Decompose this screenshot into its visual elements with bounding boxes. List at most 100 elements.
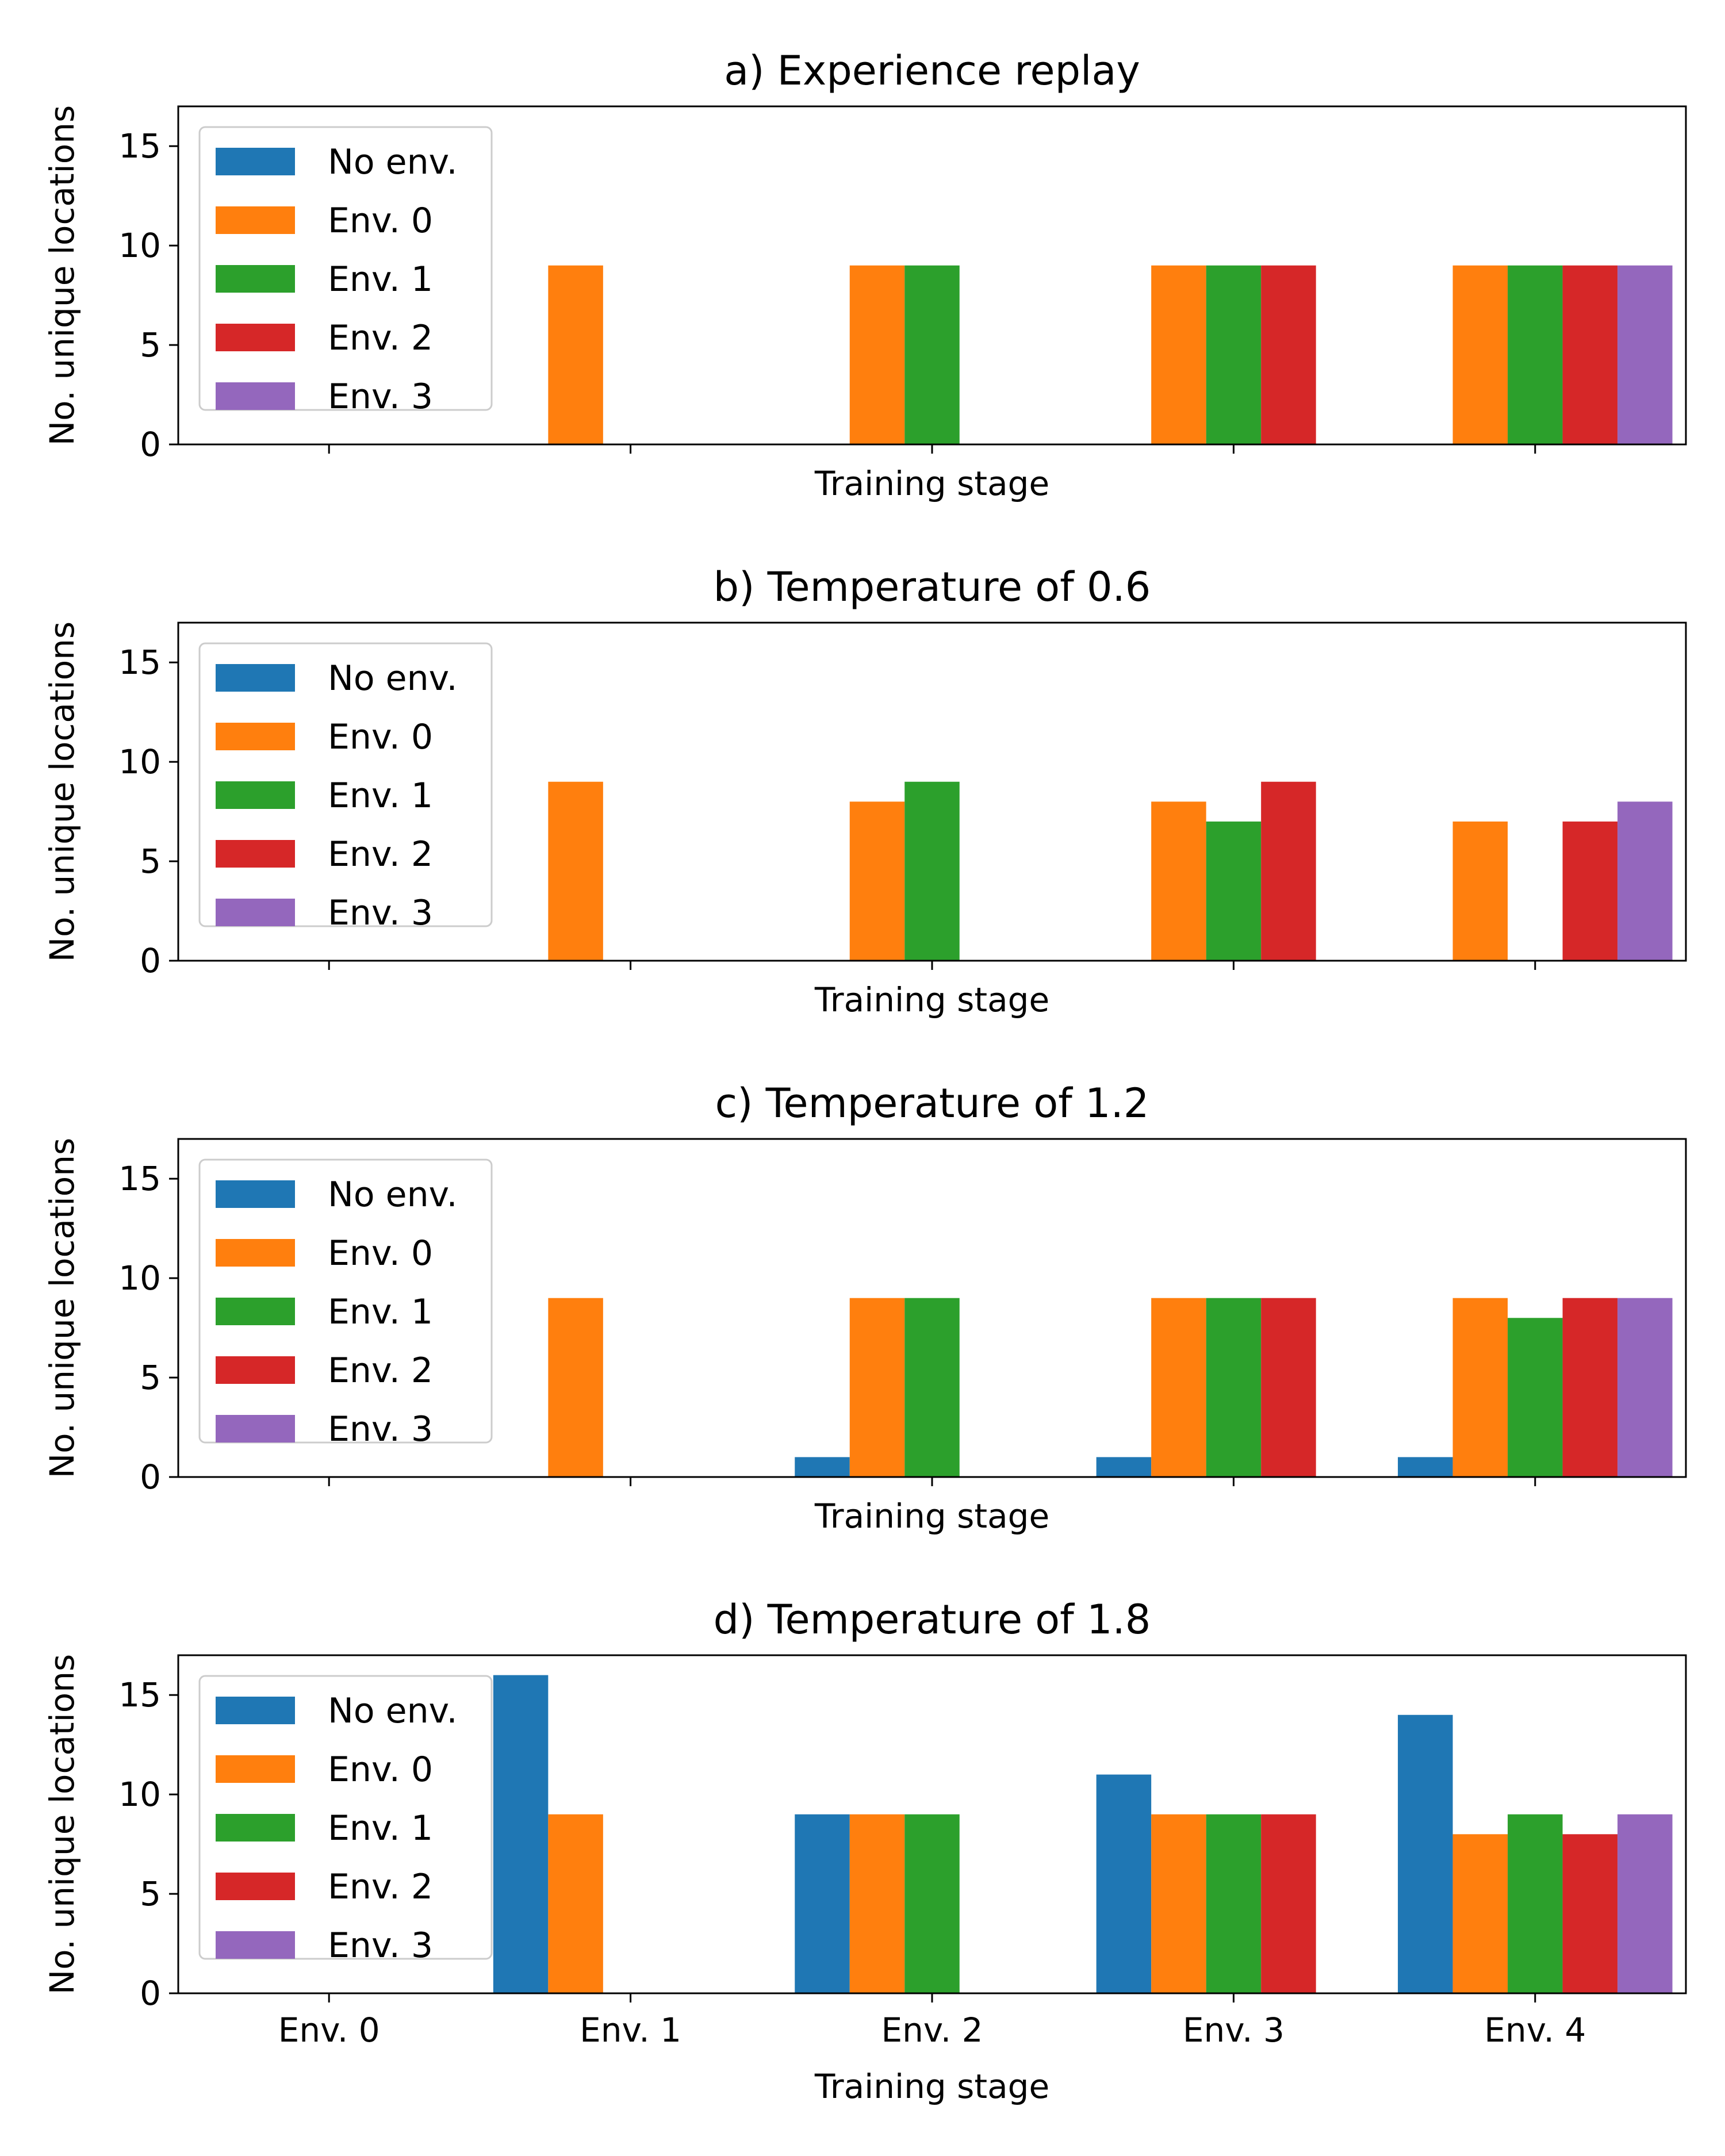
y-tick-label: 5 — [140, 1874, 161, 1913]
y-tick-label: 15 — [118, 126, 161, 166]
bar-env-2-env-4 — [1562, 265, 1618, 444]
bar-env-2-env-3 — [1261, 781, 1316, 961]
legend-label-env-0: Env. 0 — [328, 201, 433, 241]
bar-env-3-env-4 — [1617, 1814, 1673, 1993]
bar-env-2-env-4 — [1562, 1834, 1618, 1993]
bar-env-1-env-2 — [904, 1814, 960, 1993]
bars — [493, 1675, 1673, 1993]
y-tick-label: 15 — [118, 1159, 161, 1198]
y-tick-label: 0 — [140, 1457, 161, 1497]
bar-env-0-env-1 — [548, 1298, 603, 1477]
y-axis-label: No. unique locations — [43, 1654, 82, 1994]
y-tick-label: 10 — [118, 226, 161, 265]
legend-label-no-env: No env. — [328, 1175, 458, 1215]
legend-swatch-no-env — [216, 664, 295, 692]
y-tick-label: 15 — [118, 1675, 161, 1714]
x-axis-label: Training stage — [814, 1497, 1049, 1536]
bar-no-env-env-4 — [1398, 1457, 1453, 1477]
bar-env-3-env-4 — [1617, 1298, 1673, 1477]
bar-env-2-env-3 — [1261, 265, 1316, 444]
bar-env-0-env-2 — [849, 1298, 905, 1477]
legend-label-no-env: No env. — [328, 658, 458, 699]
bar-no-env-env-2 — [795, 1814, 850, 1993]
legend-swatch-env-2 — [216, 1873, 295, 1900]
legend-swatch-env-1 — [216, 1298, 295, 1325]
legend-label-env-3: Env. 3 — [328, 377, 433, 417]
chart-title: d) Temperature of 1.8 — [714, 1596, 1151, 1643]
legend-swatch-env-0 — [216, 1239, 295, 1267]
x-tick-label-env-3: Env. 3 — [1183, 2011, 1285, 2050]
bar-env-0-env-4 — [1452, 265, 1508, 444]
x-axis-label: Training stage — [814, 464, 1049, 503]
x-axis-label: Training stage — [814, 980, 1049, 1019]
legend-label-env-2: Env. 2 — [328, 318, 433, 358]
bar-no-env-env-3 — [1096, 1774, 1152, 1993]
legend-label-env-3: Env. 3 — [328, 1925, 433, 1966]
x-tick-label-env-2: Env. 2 — [881, 2011, 983, 2050]
legend-swatch-env-2 — [216, 1356, 295, 1384]
legend-label-env-1: Env. 1 — [328, 259, 433, 300]
y-tick-label: 0 — [140, 941, 161, 980]
bars — [548, 1298, 1673, 1477]
bar-env-1-env-4 — [1508, 265, 1563, 444]
x-tick-label-env-4: Env. 4 — [1484, 2011, 1586, 2050]
legend: No env. Env. 0 Env. 1 Env. 2 Env. 3 — [198, 642, 493, 933]
bar-env-1-env-3 — [1206, 1298, 1262, 1477]
bar-env-1-env-3 — [1206, 1814, 1262, 1993]
bar-env-1-env-2 — [904, 781, 960, 961]
bar-env-0-env-2 — [849, 801, 905, 961]
bar-env-2-env-4 — [1562, 1298, 1618, 1477]
legend-label-env-2: Env. 2 — [328, 1351, 433, 1391]
x-tick-label-env-0: Env. 0 — [278, 2011, 380, 2050]
bar-env-0-env-4 — [1452, 821, 1508, 961]
legend-swatch-env-2 — [216, 840, 295, 868]
legend: No env. Env. 0 Env. 1 Env. 2 Env. 3 — [198, 1675, 493, 1966]
legend-label-env-0: Env. 0 — [328, 717, 433, 757]
legend-swatch-env-2 — [216, 324, 295, 351]
bar-env-2-env-4 — [1562, 821, 1618, 961]
bar-env-3-env-4 — [1617, 265, 1673, 444]
legend: No env. Env. 0 Env. 1 Env. 2 Env. 3 — [198, 1158, 493, 1449]
bar-env-0-env-1 — [548, 781, 603, 961]
bar-no-env-env-3 — [1096, 1457, 1152, 1477]
bar-no-env-env-2 — [795, 1457, 850, 1477]
y-tick-label: 10 — [118, 742, 161, 781]
bar-env-3-env-4 — [1617, 801, 1673, 961]
bar-env-0-env-1 — [548, 1814, 603, 1993]
bar-env-0-env-3 — [1151, 265, 1206, 444]
legend-label-env-3: Env. 3 — [328, 893, 433, 933]
legend: No env. Env. 0 Env. 1 Env. 2 Env. 3 — [198, 126, 493, 417]
legend-swatch-env-1 — [216, 1814, 295, 1842]
y-axis-label: No. unique locations — [43, 1138, 82, 1478]
bar-env-0-env-3 — [1151, 801, 1206, 961]
chart-panel-4: d) Temperature of 1.8 0 5 10 15 Env. 0 Env. 1 E… — [43, 1596, 1687, 2106]
bar-env-0-env-3 — [1151, 1814, 1206, 1993]
chart-title: c) Temperature of 1.2 — [715, 1080, 1149, 1127]
legend-label-env-1: Env. 1 — [328, 1292, 433, 1332]
bar-env-0-env-3 — [1151, 1298, 1206, 1477]
legend-swatch-env-3 — [216, 1415, 295, 1443]
legend-swatch-env-0 — [216, 723, 295, 750]
legend-swatch-env-1 — [216, 781, 295, 809]
y-axis-label: No. unique locations — [43, 622, 82, 962]
legend-swatch-env-0 — [216, 1755, 295, 1783]
legend-swatch-no-env — [216, 1697, 295, 1724]
legend-label-env-3: Env. 3 — [328, 1409, 433, 1449]
legend-swatch-env-3 — [216, 899, 295, 926]
x-axis-label: Training stage — [814, 2067, 1049, 2106]
bar-env-1-env-3 — [1206, 821, 1262, 961]
bar-env-1-env-4 — [1508, 1814, 1563, 1993]
bar-env-0-env-1 — [548, 265, 603, 444]
legend-label-env-1: Env. 1 — [328, 776, 433, 816]
y-tick-label: 5 — [140, 325, 161, 365]
y-tick-label: 10 — [118, 1259, 161, 1298]
chart-title: a) Experience replay — [724, 47, 1140, 94]
bar-env-2-env-3 — [1261, 1298, 1316, 1477]
legend-label-env-0: Env. 0 — [328, 1750, 433, 1790]
bar-env-0-env-4 — [1452, 1298, 1508, 1477]
legend-label-env-0: Env. 0 — [328, 1233, 433, 1273]
y-tick-label: 5 — [140, 1358, 161, 1397]
bar-env-0-env-2 — [849, 1814, 905, 1993]
y-tick-label: 10 — [118, 1775, 161, 1814]
